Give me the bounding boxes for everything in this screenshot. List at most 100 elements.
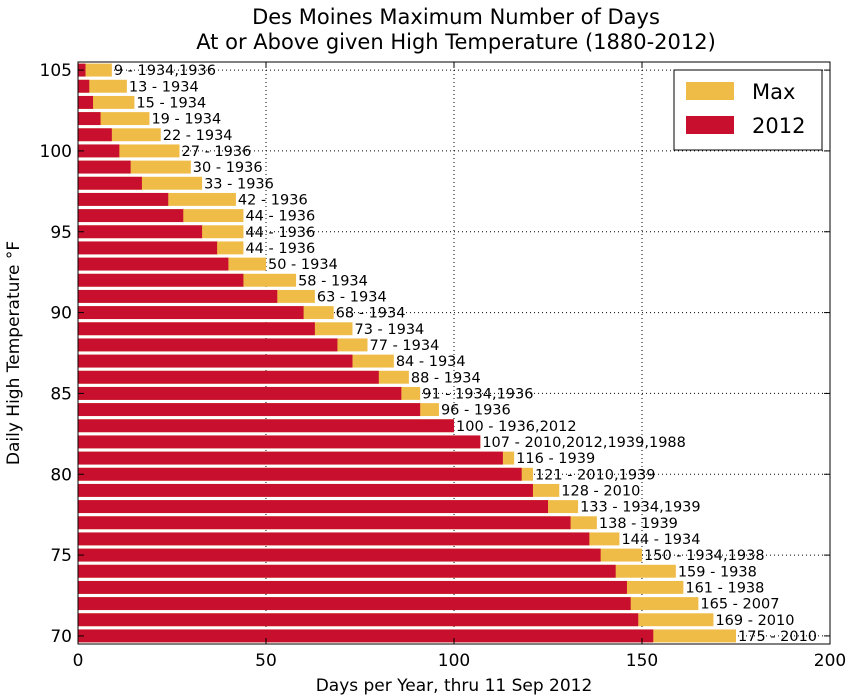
bar-label-79: 128 - 2010 — [561, 483, 640, 499]
bar-label-102: 19 - 1934 — [151, 112, 221, 128]
bar-label-98: 33 - 1936 — [204, 176, 274, 192]
bar-label-73: 161 - 1938 — [685, 580, 764, 596]
bar-2012-87 — [78, 354, 353, 368]
bar-label-101: 22 - 1934 — [163, 128, 233, 144]
bar-label-75: 150 - 1934,1938 — [644, 548, 765, 564]
bar-2012-97 — [78, 192, 169, 206]
x-axis-label: Days per Year, thru 11 Sep 2012 — [316, 676, 593, 696]
legend-swatch-2012 — [686, 116, 734, 134]
chart-title: Des Moines Maximum Number of Days At or … — [196, 5, 716, 54]
legend: Max 2012 — [673, 69, 823, 151]
bar-label-85: 91 - 1934,1936 — [422, 386, 533, 402]
chart-title-line-1: Des Moines Maximum Number of Days — [252, 5, 660, 29]
bar-2012-103 — [78, 95, 94, 109]
bar-2012-96 — [78, 209, 184, 223]
bar-label-77: 138 - 1939 — [599, 516, 678, 532]
bar-2012-78 — [78, 500, 548, 514]
bar-label-88: 77 - 1934 — [370, 338, 440, 354]
bar-label-105: 9 - 1934,1936 — [114, 63, 216, 79]
y-tick-label: 85 — [50, 384, 72, 404]
bar-label-71: 169 - 2010 — [715, 613, 794, 629]
bar-label-78: 133 - 1934,1939 — [580, 500, 701, 516]
y-axis-ticks: 70 75 80 85 90 95 100 105 — [40, 61, 830, 647]
legend-swatch-max — [686, 82, 734, 100]
bar-2012-86 — [78, 370, 379, 384]
bar-label-93: 50 - 1934 — [268, 257, 338, 273]
bar-label-96: 44 - 1936 — [245, 209, 315, 225]
bar-2012-70 — [78, 629, 654, 643]
bar-2012-85 — [78, 386, 402, 400]
bar-max-105 — [78, 63, 112, 77]
bar-2012-74 — [78, 564, 616, 578]
chart-title-line-2: At or Above given High Temperature (1880… — [196, 30, 716, 54]
y-tick-label: 75 — [50, 546, 72, 566]
bar-label-74: 159 - 1938 — [678, 564, 757, 580]
bar-2012-77 — [78, 516, 571, 530]
bar-2012-94 — [78, 241, 218, 255]
bar-2012-81 — [78, 451, 503, 465]
legend-label-2012: 2012 — [752, 114, 805, 138]
bar-2012-80 — [78, 467, 522, 481]
bar-2012-90 — [78, 306, 304, 320]
y-tick-label: 70 — [50, 627, 72, 647]
bar-2012-76 — [78, 532, 590, 546]
bar-label-81: 116 - 1939 — [516, 451, 595, 467]
bars-group — [78, 63, 736, 643]
bar-max-104 — [78, 79, 127, 93]
bar-2012-104 — [78, 79, 90, 93]
bar-2012-99 — [78, 160, 131, 174]
bar-label-90: 68 - 1934 — [336, 306, 406, 322]
x-tick-label: 0 — [73, 651, 84, 671]
y-axis-label: Daily High Temperature °F — [4, 241, 24, 465]
x-tick-label: 200 — [814, 651, 846, 671]
bar-label-70: 175 - 2010 — [738, 629, 817, 645]
bar-2012-83 — [78, 419, 454, 433]
bar-label-82: 107 - 2010,2012,1939,1988 — [482, 435, 686, 451]
bar-2012-88 — [78, 338, 338, 352]
y-tick-label: 90 — [50, 304, 72, 324]
bar-label-84: 96 - 1936 — [441, 403, 511, 419]
bar-label-94: 44 - 1936 — [245, 241, 315, 257]
bar-2012-102 — [78, 112, 101, 126]
bar-2012-89 — [78, 322, 315, 336]
bar-2012-73 — [78, 580, 627, 594]
x-tick-label: 150 — [626, 651, 658, 671]
x-tick-label: 50 — [255, 651, 277, 671]
bar-2012-98 — [78, 176, 142, 190]
bar-label-99: 30 - 1936 — [193, 160, 263, 176]
x-tick-label: 100 — [438, 651, 470, 671]
y-tick-label: 105 — [40, 61, 72, 81]
bar-label-103: 15 - 1934 — [136, 95, 206, 111]
bar-2012-95 — [78, 225, 203, 239]
bar-2012-100 — [78, 144, 120, 158]
bar-label-100: 27 - 1936 — [182, 144, 252, 160]
bar-2012-75 — [78, 548, 601, 562]
bar-label-95: 44 - 1936 — [245, 225, 315, 241]
bar-label-87: 84 - 1934 — [396, 354, 466, 370]
bar-2012-72 — [78, 597, 631, 611]
bar-label-83: 100 - 1936,2012 — [456, 419, 577, 435]
bar-2012-92 — [78, 273, 244, 287]
y-tick-label: 100 — [40, 142, 72, 162]
x-axis-ticks: 0 50 100 150 200 — [73, 62, 846, 671]
bar-label-91: 63 - 1934 — [317, 289, 387, 305]
bar-2012-79 — [78, 483, 533, 497]
bar-2012-82 — [78, 435, 481, 449]
bar-2012-101 — [78, 128, 112, 142]
legend-label-max: Max — [752, 80, 795, 104]
bar-label-72: 165 - 2007 — [700, 597, 779, 613]
y-tick-label: 95 — [50, 223, 72, 243]
bar-label-86: 88 - 1934 — [411, 370, 481, 386]
bar-2012-91 — [78, 289, 278, 303]
bar-label-92: 58 - 1934 — [298, 273, 368, 289]
bar-label-89: 73 - 1934 — [354, 322, 424, 338]
bar-label-97: 42 - 1936 — [238, 192, 308, 208]
bar-label-76: 144 - 1934 — [621, 532, 700, 548]
bar-2012-84 — [78, 403, 421, 417]
bar-2012-71 — [78, 613, 639, 627]
bar-label-80: 121 - 2010,1939 — [535, 467, 656, 483]
bar-label-104: 13 - 1934 — [129, 79, 199, 95]
y-tick-label: 80 — [50, 465, 72, 485]
